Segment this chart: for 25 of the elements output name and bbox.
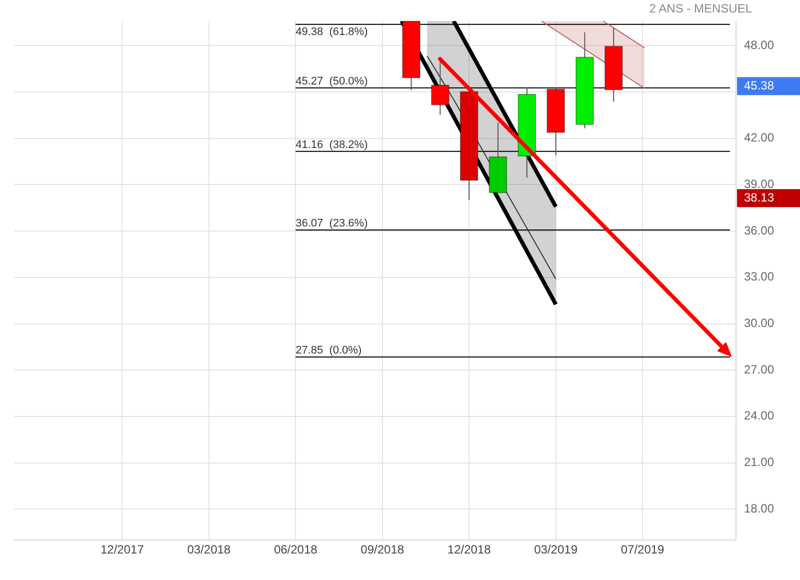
ref-line-label: 45.27 (50.0%): [296, 75, 368, 88]
y-tick-label: 18.00: [744, 501, 774, 516]
ref-line-label: 36.07 (23.6%): [296, 218, 368, 230]
chart-title: 2 ANS - MENSUEL: [649, 1, 752, 16]
y-tick-label: 21.00: [744, 455, 774, 470]
ref-line-label: 41.16 (38.2%): [296, 138, 368, 151]
y-tick-label: 39.00: [744, 177, 774, 192]
y-tick-label: 33.00: [744, 270, 774, 284]
x-tick-label: 03/2019: [534, 542, 578, 557]
y-tick-label: 45.38: [744, 78, 774, 92]
y-tick-label: 42.00: [744, 130, 774, 145]
y-tick-label: 24.00: [744, 408, 774, 423]
y-tick-label: 38.13: [744, 190, 774, 204]
x-tick-label: 12/2017: [100, 542, 144, 557]
x-tick-label: 07/2019: [620, 542, 665, 557]
y-tick-label: 30.00: [744, 316, 774, 330]
x-tick-label: 06/2018: [274, 542, 318, 557]
ref-line-label: 27.85 (0.0%): [296, 344, 362, 356]
x-tick-label: 09/2018: [360, 542, 404, 557]
y-tick-label: 36.00: [744, 223, 774, 238]
x-tick-label: 03/2018: [187, 542, 231, 557]
ref-line-label: 49.38 (61.8%): [296, 26, 368, 38]
x-tick-label: 12/2018: [447, 542, 492, 557]
y-tick-label: 48.00: [744, 38, 774, 52]
y-tick-label: 27.00: [744, 362, 774, 376]
